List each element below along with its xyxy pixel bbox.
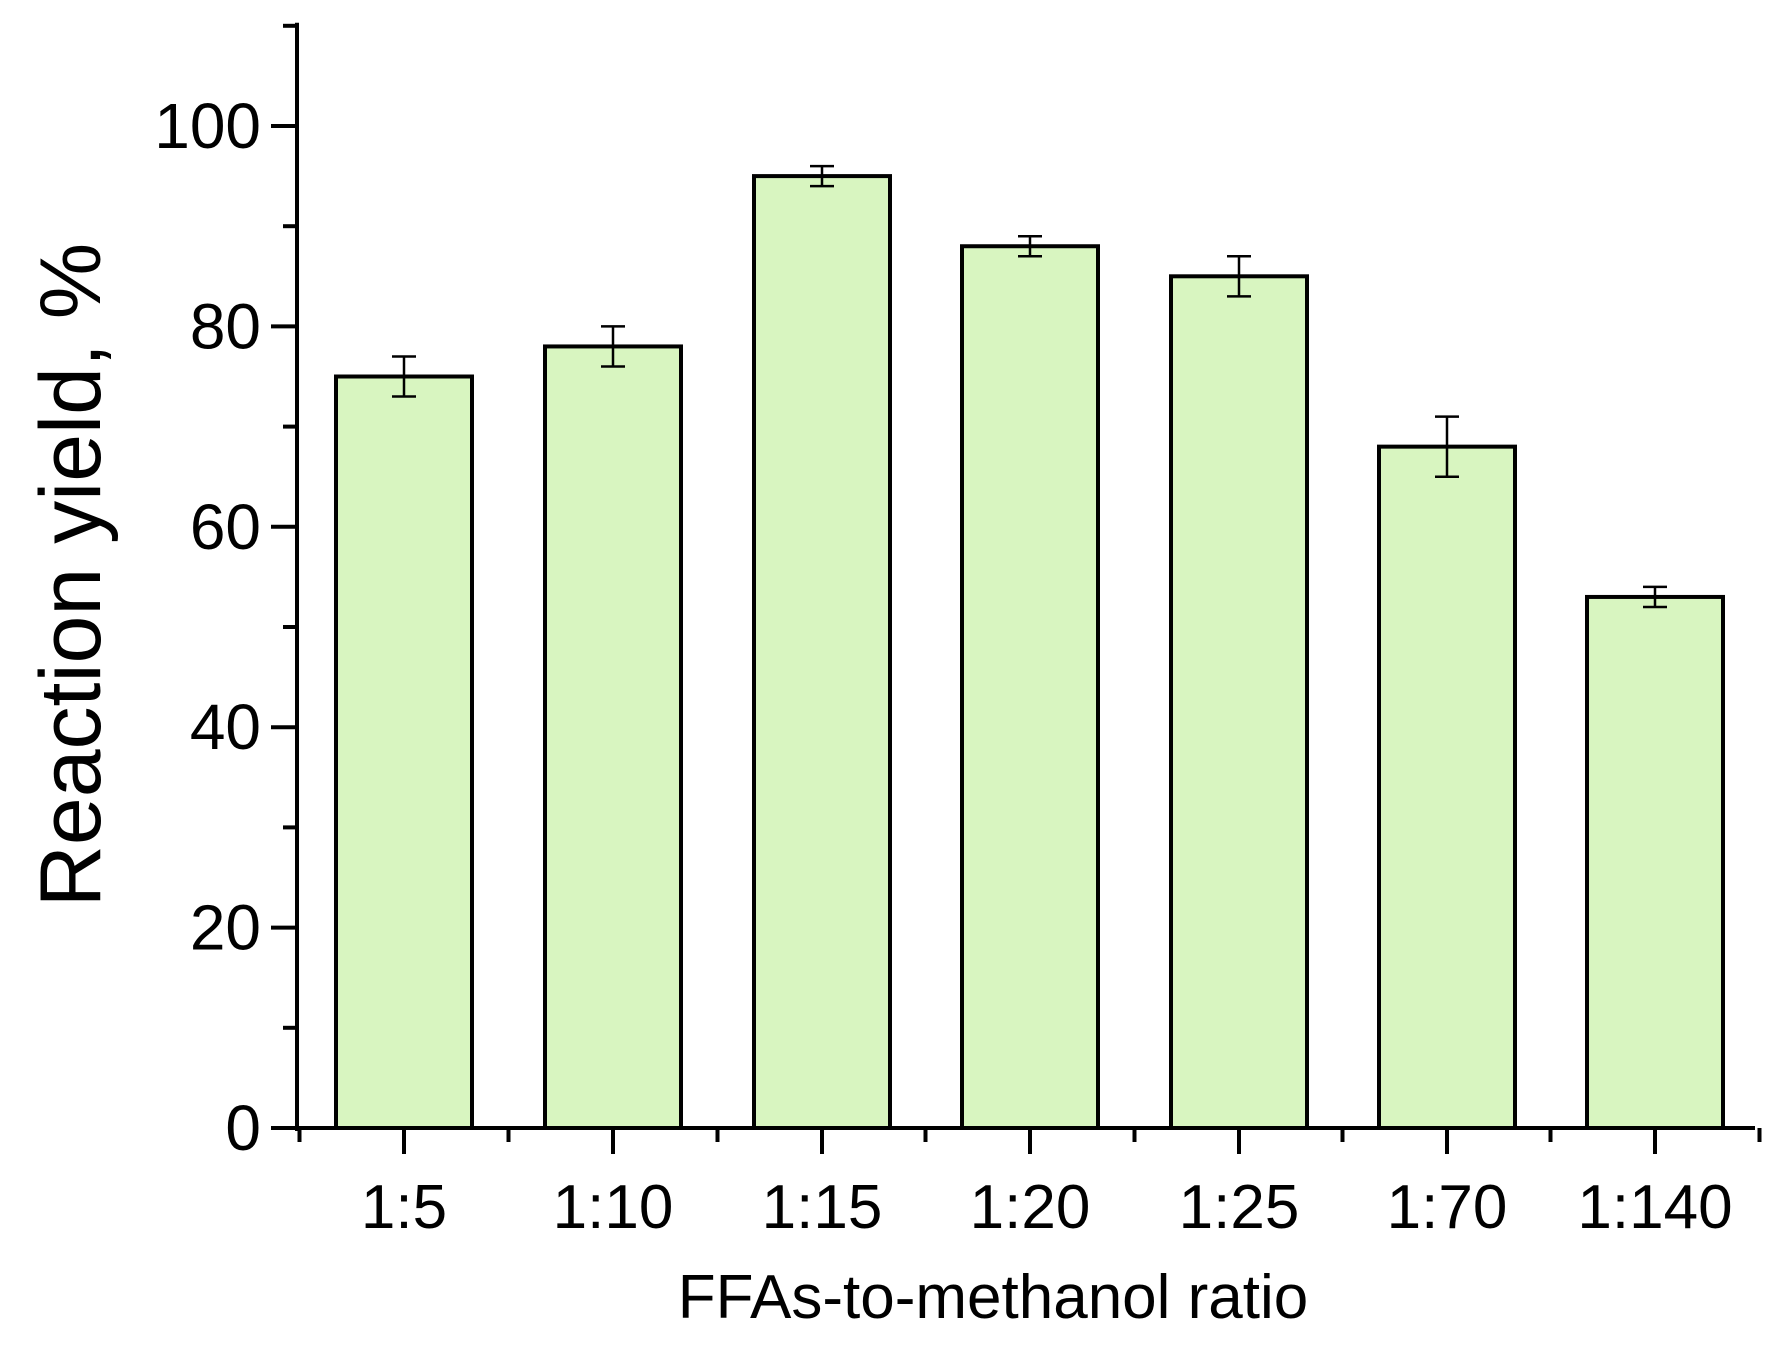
y-tick-label: 60: [190, 491, 261, 563]
bar-series: [334, 174, 1725, 1131]
x-axis-title: FFAs-to-methanol ratio: [678, 1263, 1309, 1332]
y-axis-title: Reaction yield, %: [23, 243, 119, 907]
bar: [752, 174, 892, 1131]
x-tick-label: 1:15: [762, 1173, 883, 1242]
y-tick-label: 80: [190, 290, 261, 362]
bar: [334, 374, 474, 1130]
x-tick-label: 1:25: [1179, 1173, 1300, 1242]
x-tick-label: 1:70: [1387, 1173, 1508, 1242]
bar: [1585, 594, 1725, 1130]
bar: [1377, 444, 1517, 1130]
x-tick-label: 1:140: [1577, 1173, 1732, 1242]
y-tick-label: 0: [225, 1092, 261, 1164]
bar: [1169, 274, 1309, 1130]
bar: [960, 244, 1100, 1131]
bar: [543, 344, 683, 1130]
y-tick-label: 40: [190, 691, 261, 763]
axis-ticks: 0 20 40 60 80 100 1:5 1:10 1:15 1:20 1:25 1:70 1:140: [154, 23, 1762, 1242]
y-tick-label: 20: [190, 892, 261, 964]
x-tick-label: 1:20: [970, 1173, 1091, 1242]
x-tick-label: 1:5: [361, 1173, 447, 1242]
y-tick-label: 100: [154, 90, 261, 162]
x-tick-label: 1:10: [553, 1173, 674, 1242]
error-bars: [392, 164, 1667, 609]
